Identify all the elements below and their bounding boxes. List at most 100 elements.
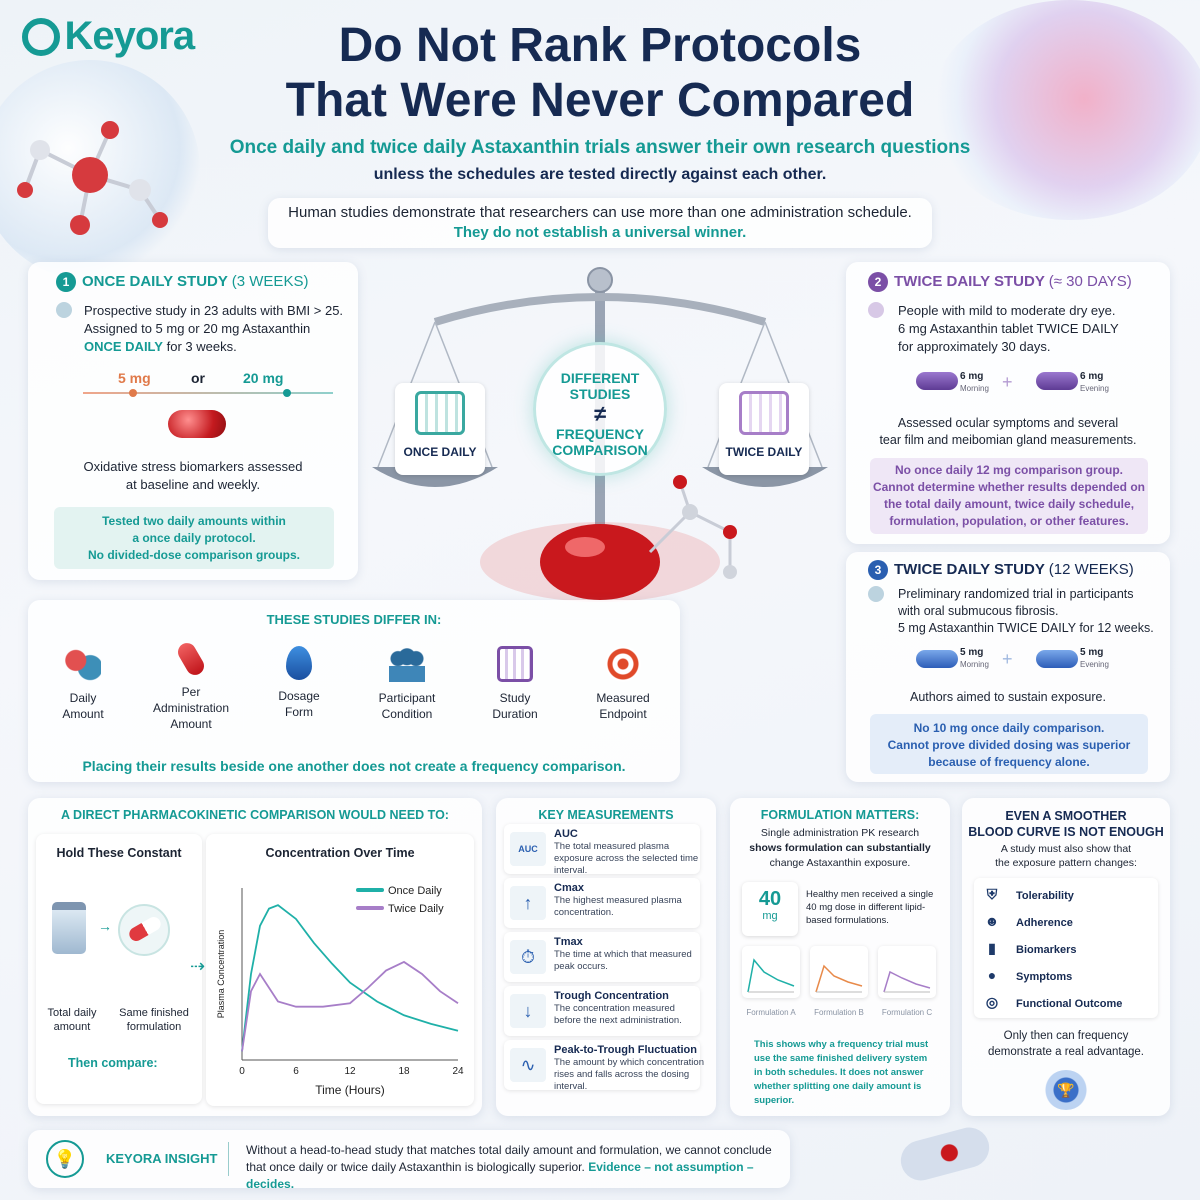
smooth-title-line-1: EVEN A SMOOTHER — [1005, 809, 1127, 823]
scale-center-line-2: STUDIES — [569, 386, 631, 402]
study2-pill-b-text: 6 mg Evening — [1080, 370, 1109, 394]
capsules-icon — [65, 646, 101, 682]
pill-icon — [174, 639, 208, 679]
droplet-icon — [286, 646, 312, 680]
study2-desc-line-1: People with mild to moderate dry eye. — [898, 303, 1116, 318]
intro-line-1: Human studies demonstrate that researche… — [288, 204, 912, 221]
differ-card: THESE STUDIES DIFFER IN: Daily Amount Per… — [28, 600, 680, 782]
study3-desc-line-3: 5 mg Astaxanthin TWICE DAILY for 12 week… — [898, 621, 1154, 635]
subtitle-dark: unless the schedules are tested directly… — [373, 166, 827, 183]
km-row-title: Trough Concentration — [554, 990, 669, 1002]
head-icon: ● — [987, 967, 997, 983]
bottle-icon — [52, 902, 86, 954]
study3-pill-b-dose: 5 mg — [1080, 647, 1104, 658]
smooth-list-item: ☻ Adherence — [984, 913, 1073, 929]
page-title: Do Not Rank Protocols That Were Never Co… — [250, 18, 950, 128]
scale-center-text: DIFFERENT STUDIES ≠ FREQUENCY COMPARISON — [533, 370, 667, 458]
dose-or: or — [191, 370, 205, 386]
form-card: FORMULATION MATTERS: Single administrati… — [730, 798, 950, 1116]
step-number: 2 — [868, 272, 888, 292]
smooth-list-label: Symptoms — [1016, 971, 1073, 983]
smooth-list-item: ● Symptoms — [984, 967, 1072, 983]
arrow-down-icon: ↓ — [510, 994, 546, 1028]
pk-item-a-line-1: Total daily — [47, 1007, 97, 1019]
study2-header: 2 TWICE DAILY STUDY (≈ 30 DAYS) — [868, 272, 1132, 292]
title-line-1: Do Not Rank Protocols — [338, 19, 862, 72]
differ-item-line-3: Amount — [170, 717, 212, 731]
smooth-sub-line-2: the exposure pattern changes: — [995, 857, 1137, 869]
km-row-title: Tmax — [554, 936, 583, 948]
softgel-icon — [168, 410, 226, 438]
pk-item-a: Total daily amount — [36, 1006, 108, 1034]
study3-pill-a-text: 5 mg Morning — [960, 646, 989, 670]
km-row: ⏱ Tmax The time at which that measured pea… — [504, 932, 700, 982]
smooth-list-label: Adherence — [1016, 917, 1073, 929]
study2-card: 2 TWICE DAILY STUDY (≈ 30 DAYS) People wi… — [846, 262, 1170, 544]
differ-item-endpoint: Measured Endpoint — [570, 646, 676, 722]
study3-pill-a — [916, 650, 958, 668]
differ-item-line-1: Per — [181, 685, 201, 699]
pk-item-a-line-2: amount — [53, 1021, 91, 1033]
brand-name: Keyora — [64, 14, 195, 58]
study2-desc-line-3: for approximately 30 days. — [898, 339, 1051, 354]
x-axis-label: Time (Hours) — [315, 1083, 385, 1097]
study2-note-line-2: Cannot determine whether results depende… — [872, 480, 1146, 494]
study1-header: 1 ONCE DAILY STUDY (3 WEEKS) — [56, 272, 308, 292]
scale-center-circle — [533, 342, 667, 476]
arrow-right-icon: → — [98, 918, 112, 934]
title-line-2: That Were Never Compared — [285, 74, 915, 127]
study1-once-daily: ONCE DAILY — [84, 339, 163, 354]
twice-daily-line — [241, 960, 459, 1052]
form-desc: Single administration PK research shows … — [734, 826, 946, 871]
differ-item-per-admin: Per Administration Amount — [138, 639, 244, 732]
target-icon — [605, 646, 641, 682]
dose-a-dot — [129, 389, 137, 397]
brand-logo: Keyora — [22, 14, 195, 59]
study1-note: Tested two daily amounts within a once d… — [54, 507, 334, 569]
km-row-desc: The amount by which concentration rises … — [554, 1057, 704, 1092]
person-check-icon: ☻ — [984, 913, 1000, 929]
user-icon — [56, 302, 72, 318]
dose-b-dot — [283, 389, 291, 397]
step-number: 3 — [868, 560, 888, 580]
study2-assess-line-1: Assessed ocular symptoms and several — [897, 416, 1119, 430]
x-tick-label: 0 — [239, 1066, 245, 1077]
study2-title-paren: (≈ 30 DAYS) — [1048, 273, 1132, 290]
auc-icon: AUC — [510, 832, 546, 866]
dose-badge: 40 mg — [742, 882, 798, 936]
logo-icon — [22, 17, 60, 56]
differ-item-study-duration: Study Duration — [462, 646, 568, 722]
study3-card: 3 TWICE DAILY STUDY (12 WEEKS) Preliminar… — [846, 552, 1170, 782]
study2-note-line-4: formulation, population, or other featur… — [889, 514, 1129, 528]
pk-hold-panel: Hold These Constant → Total daily amount … — [36, 834, 202, 1104]
smooth-card: EVEN A SMOOTHER BLOOD CURVE IS NOT ENOUG… — [962, 798, 1170, 1116]
study1-note-line-1: Tested two daily amounts within — [102, 514, 286, 528]
differ-item-line-1: Daily — [69, 691, 97, 705]
km-row: ↑ Cmax The highest measured plasma concent… — [504, 878, 700, 928]
smooth-sub: A study must also show that the exposure… — [962, 842, 1170, 870]
x-tick-label: 18 — [398, 1066, 410, 1077]
smooth-title-line-2: BLOOD CURVE IS NOT ENOUGH — [968, 825, 1164, 839]
study1-assess-line-1: Oxidative stress biomarkers assessed — [83, 459, 303, 474]
study3-desc: Preliminary randomized trial in particip… — [868, 586, 1154, 635]
calendar-icon — [739, 391, 789, 435]
study3-title: TWICE DAILY STUDY — [894, 561, 1045, 578]
differ-item-line-2: Endpoint — [599, 707, 647, 721]
plus-icon: + — [1002, 649, 1013, 669]
scale-center-line-3: FREQUENCY — [556, 426, 644, 442]
study3-aim: Authors aimed to sustain exposure. — [910, 690, 1106, 704]
study3-pill-a-dose: 5 mg — [960, 647, 984, 658]
calendar-icon — [415, 391, 465, 435]
once-daily-label: ONCE DAILY — [403, 445, 477, 459]
formulation-c-label: Formulation C — [881, 1008, 933, 1017]
calendar-icon — [497, 646, 533, 682]
study1-desc: Prospective study in 23 adults with BMI … — [56, 302, 343, 354]
form-note: This shows why a frequency trial must us… — [754, 1039, 929, 1106]
differ-item-line-2: Amount — [62, 707, 104, 721]
plus-icon: + — [1002, 372, 1013, 392]
smooth-list-item: ⛨ Tolerability — [984, 886, 1074, 903]
study2-assess: Assessed ocular symptoms and several tea… — [856, 415, 1160, 449]
smooth-list-item: ◎ Functional Outcome — [984, 994, 1122, 1011]
km-row: ∿ Peak-to-Trough Fluctuation The amount by… — [504, 1040, 704, 1092]
once-daily-line — [241, 904, 459, 1052]
